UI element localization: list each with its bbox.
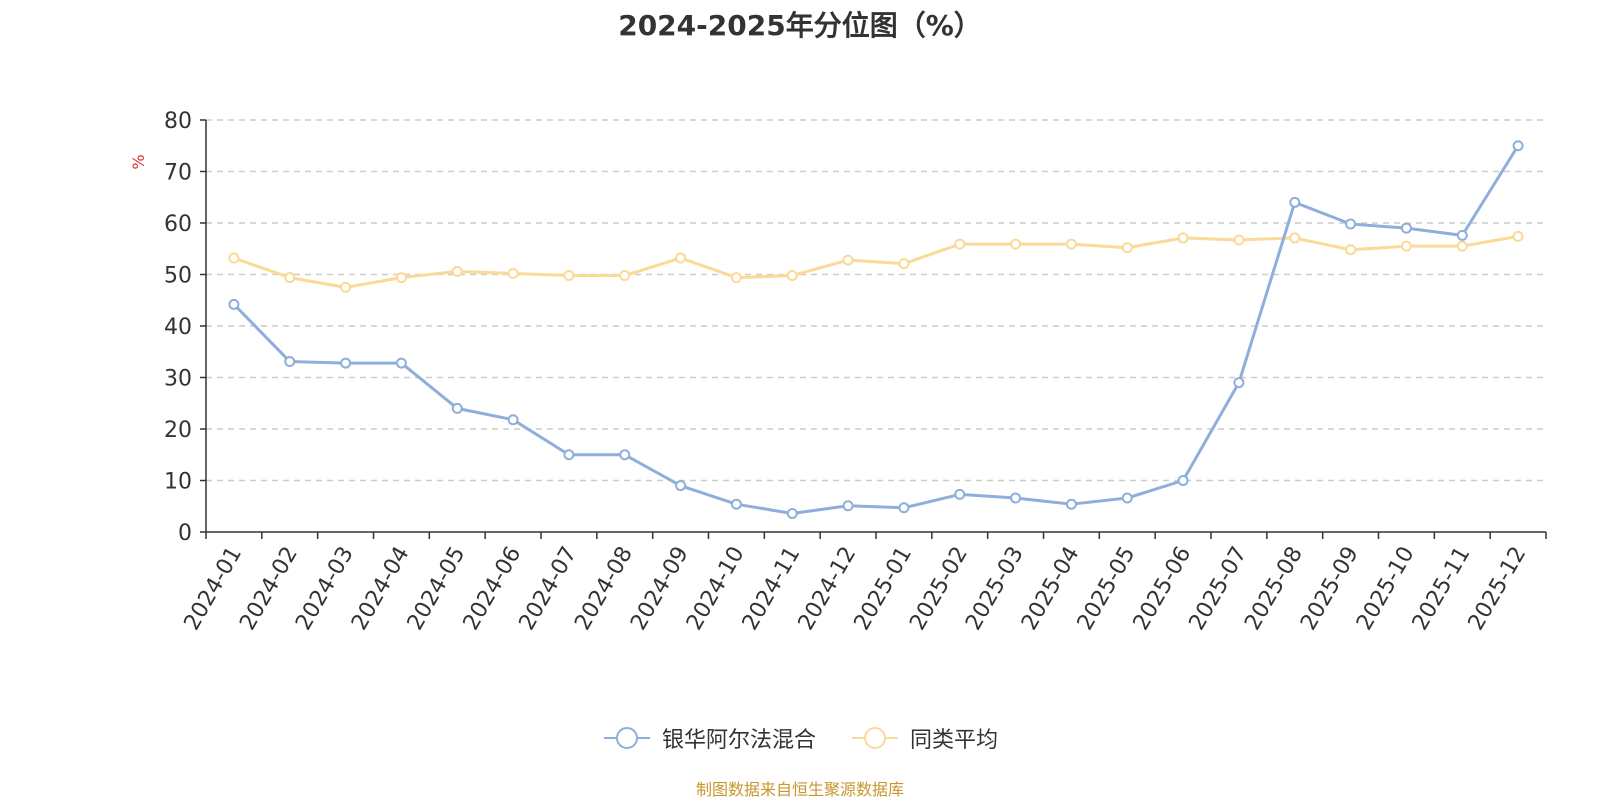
data-point-average xyxy=(954,238,966,250)
data-point-average xyxy=(730,272,742,284)
data-point-fund xyxy=(1121,492,1133,504)
data-point-average xyxy=(1233,234,1245,246)
data-point-average xyxy=(1400,240,1412,252)
line-chart: 01020304050607080%2024-012024-022024-032… xyxy=(129,109,1547,635)
data-point-average xyxy=(451,265,463,277)
data-point-average xyxy=(1456,240,1468,252)
source-note: 制图数据来自恒生聚源数据库 xyxy=(695,780,904,799)
data-point-fund xyxy=(284,356,296,368)
y-tick-label: 20 xyxy=(164,418,192,443)
series-line-average xyxy=(233,234,1519,289)
data-point-fund xyxy=(563,449,575,461)
data-point-average xyxy=(619,270,631,282)
data-point-average xyxy=(563,270,575,282)
y-tick-label: 30 xyxy=(164,367,192,392)
y-tick-label: 10 xyxy=(164,470,192,495)
data-point-average xyxy=(284,272,296,284)
data-point-average xyxy=(507,267,519,279)
series-lines xyxy=(232,144,1520,515)
data-point-average xyxy=(1121,242,1133,254)
legend: 银华阿尔法混合 同类平均 xyxy=(0,722,1600,754)
legend-label-average: 同类平均 xyxy=(910,728,999,753)
data-points xyxy=(228,140,1524,519)
legend-label-fund: 银华阿尔法混合 xyxy=(661,728,816,753)
legend-item-fund[interactable]: 银华阿尔法混合 xyxy=(602,722,816,754)
data-point-average xyxy=(1512,230,1524,242)
data-point-fund xyxy=(1065,498,1077,510)
data-point-average xyxy=(340,281,352,293)
data-point-average xyxy=(228,252,240,264)
data-point-fund xyxy=(340,357,352,369)
y-tick-label: 80 xyxy=(164,109,192,134)
legend-item-average[interactable]: 同类平均 xyxy=(850,722,998,754)
data-point-fund xyxy=(1345,218,1357,230)
data-point-fund xyxy=(228,298,240,310)
data-point-average xyxy=(1289,232,1301,244)
data-point-fund xyxy=(842,500,854,512)
data-point-average xyxy=(1065,238,1077,250)
data-point-average xyxy=(1345,244,1357,256)
y-tick-label: 40 xyxy=(164,315,192,340)
data-point-fund xyxy=(730,498,742,510)
data-point-average xyxy=(1177,232,1189,244)
data-point-average xyxy=(395,272,407,284)
data-point-fund xyxy=(1512,140,1524,152)
data-point-average xyxy=(675,252,687,264)
series-line-fund xyxy=(232,144,1520,515)
data-point-average xyxy=(898,258,910,270)
legend-marker-fund xyxy=(603,727,650,749)
data-point-fund xyxy=(1233,377,1245,389)
data-point-fund xyxy=(1010,492,1022,504)
y-axis-label: % xyxy=(129,154,148,169)
data-point-fund xyxy=(898,502,910,514)
y-tick-label: 70 xyxy=(164,161,192,186)
data-point-fund xyxy=(1400,222,1412,234)
data-point-fund xyxy=(786,507,798,519)
data-point-fund xyxy=(954,488,966,500)
grid-lines xyxy=(206,119,1546,482)
y-tick-label: 60 xyxy=(164,212,192,237)
data-point-fund xyxy=(1289,196,1301,208)
data-point-average xyxy=(1010,238,1022,250)
data-point-fund xyxy=(675,480,687,492)
data-point-fund xyxy=(1177,475,1189,486)
data-point-fund xyxy=(395,357,407,369)
y-tick-label: 50 xyxy=(164,264,192,289)
data-point-fund xyxy=(451,402,463,414)
axes: 01020304050607080%2024-012024-022024-032… xyxy=(129,109,1547,635)
data-point-fund xyxy=(507,414,519,426)
y-tick-label: 0 xyxy=(178,521,192,546)
data-point-average xyxy=(842,254,854,266)
data-point-fund xyxy=(619,449,631,461)
legend-marker-average xyxy=(852,727,898,749)
data-point-average xyxy=(786,270,798,282)
data-point-fund xyxy=(1456,229,1468,241)
chart-title: 2024-2025年分位图（%） xyxy=(618,9,982,42)
